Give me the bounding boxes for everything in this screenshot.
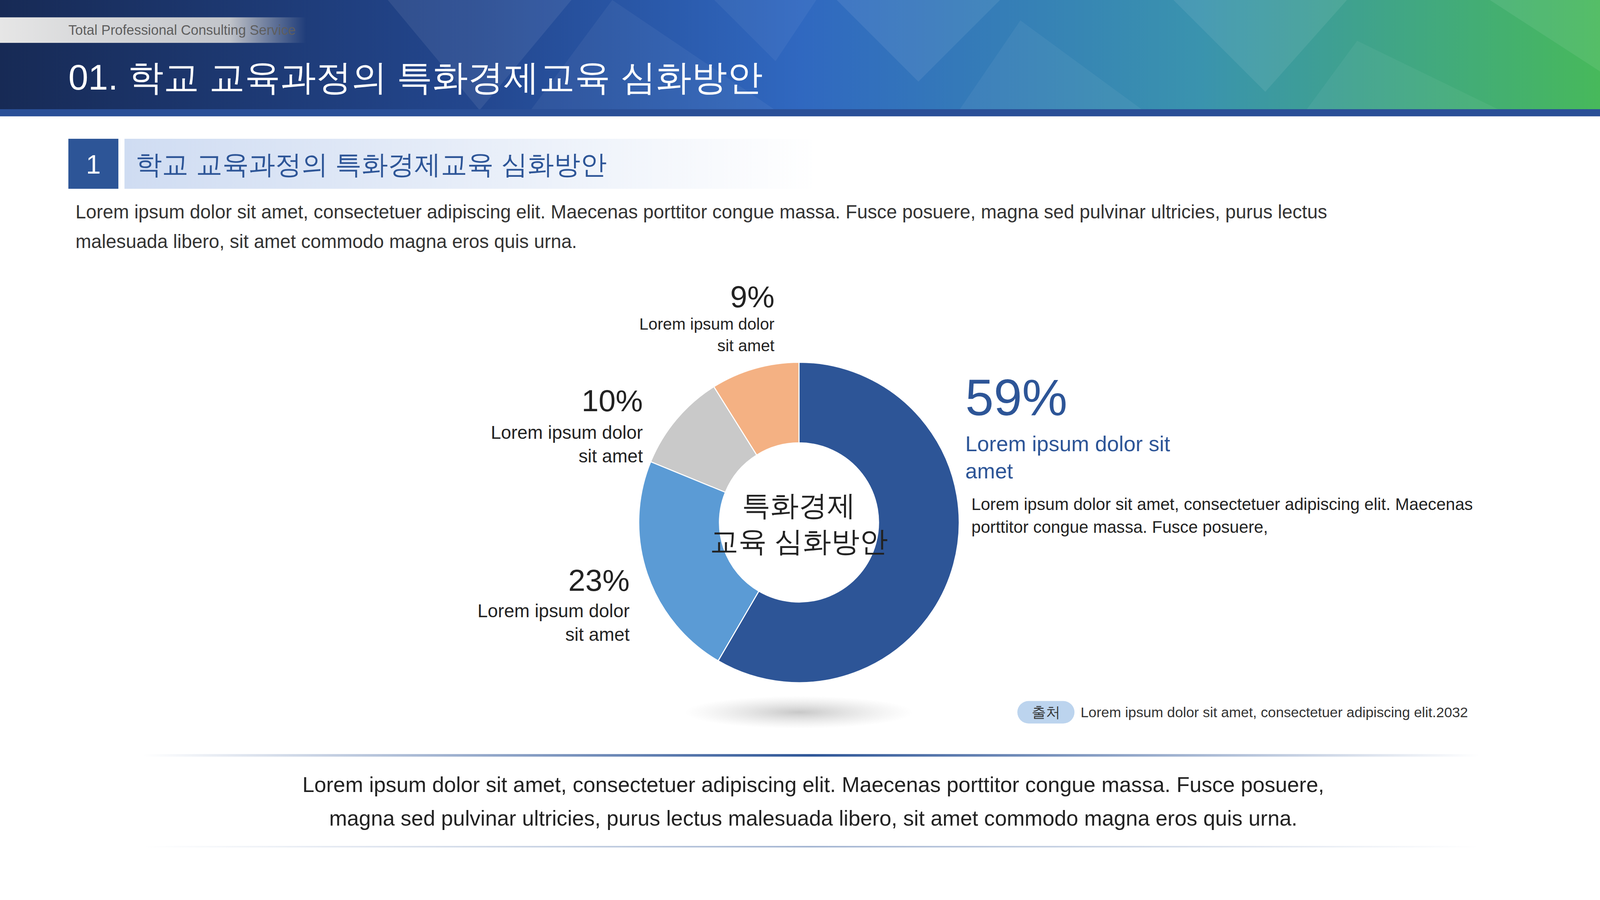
value-label: 10% [581, 383, 643, 418]
source-label: 출처 [1031, 704, 1061, 721]
header-facet [1306, 40, 1500, 110]
footer-text: Lorem ipsum dolor sit amet, consectetuer… [302, 772, 1324, 797]
footer-rule-bottom [142, 846, 1480, 848]
center-text: 특화경제 [742, 489, 856, 522]
category-label: Lorem ipsum dolorsit amet [477, 600, 630, 645]
footer-text: magna sed pulvinar ultricies, purus lect… [329, 806, 1298, 830]
category-label: Lorem ipsum dolor sitamet [965, 432, 1170, 484]
source-text: Lorem ipsum dolor sit amet, consectetuer… [1080, 704, 1468, 721]
category-label: Lorem ipsum dolorsit amet [490, 422, 643, 467]
header-facet [1173, 0, 1348, 92]
intro-text: malesuada libero, sit amet commodo magna… [75, 230, 578, 252]
header-facet [714, 0, 817, 62]
footer-rule-top [142, 754, 1480, 757]
value-label: 23% [568, 563, 630, 598]
donut [638, 362, 960, 683]
section-number-box [68, 138, 119, 189]
header-facet [1489, 0, 1600, 72]
chart-shadow [684, 696, 914, 729]
value-label: 59% [965, 369, 1068, 426]
source-pill [1017, 701, 1075, 724]
slide: Total Professional Consulting Service 01.… [0, 0, 1600, 900]
center-text: 교육 심화방안 [710, 525, 889, 558]
header-rule [0, 109, 1600, 117]
page-title: 01. 학교 교육과정의 특화경제교육 심화방안 [68, 57, 763, 98]
section-title: 학교 교육과정의 특화경제교육 심화방안 [135, 149, 607, 180]
slice [714, 362, 800, 456]
tagline: Total Professional Consulting Service [68, 22, 296, 38]
category-label: Lorem ipsum dolorsit amet [639, 314, 775, 355]
slice [638, 461, 759, 661]
header-background [0, 0, 1600, 111]
annotation: Lorem ipsum dolor sit amet, consectetuer… [971, 495, 1474, 537]
value-label: 9% [730, 279, 775, 314]
header-facet [959, 20, 1143, 110]
section-bar [124, 138, 819, 189]
intro-text: Lorem ipsum dolor sit amet, consectetuer… [75, 201, 1328, 223]
header-facet [836, 0, 1000, 82]
tagline-band [0, 17, 306, 43]
section-number: 1 [86, 149, 101, 180]
